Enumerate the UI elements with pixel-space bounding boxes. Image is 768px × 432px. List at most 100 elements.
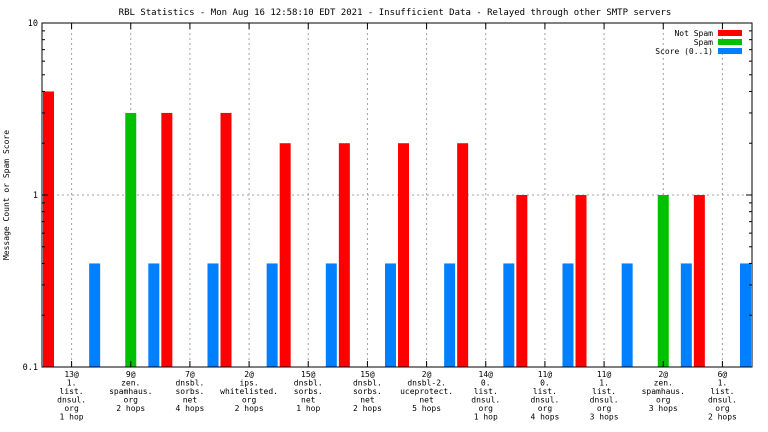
bar-score-0-1 [207,263,219,367]
x-category-label: ips. [239,379,258,388]
x-category-label: org [242,396,257,405]
bar-score-0-1 [562,263,574,367]
x-category-label: 2 hops [708,413,737,422]
x-category-label: 1. [599,379,609,388]
bar-score-0-1 [621,263,633,367]
x-category-label: 1 hop [474,413,498,422]
legend-label: Not Spam [674,29,713,38]
x-category-label: spamhaus. [109,387,152,396]
x-category-label: spamhaus. [642,387,685,396]
x-category-label: 2@ [422,370,432,379]
x-category-label: 1 hop [60,413,84,422]
x-category-label: org [64,404,79,413]
bar-spam [125,112,137,367]
y-tick-label: 10 [28,19,38,29]
bar-score-0-1 [384,263,396,367]
x-category-label: whitelisted. [220,387,278,396]
y-axis-ticks: 0.1 1 10 [23,19,752,373]
x-category-label: 1. [718,379,728,388]
x-category-label: list. [710,387,734,396]
x-category-label: 3 hops [590,413,619,422]
x-category-label: sorbs. [294,387,323,396]
bar-not-spam [279,143,291,367]
bar-not-spam [338,143,350,367]
bar-spam [657,195,669,367]
x-category-label: 6@ [718,370,728,379]
y-tick-label: 1 [33,191,38,201]
bar-not-spam [457,143,469,367]
legend-swatch [718,30,742,36]
bar-not-spam [693,195,705,367]
x-category-label: 15@ [301,370,316,379]
bar-not-spam [43,91,55,367]
x-category-label: org [656,396,671,405]
x-category-label: 0. [540,379,550,388]
x-category-label: list. [592,387,616,396]
x-category-label: net [360,396,375,405]
legend-label: Spam [694,38,713,47]
x-category-label: org [597,404,612,413]
x-category-label: 1. [67,379,77,388]
x-category-label: uceprotect. [400,387,453,396]
x-category-label: dnsul. [590,396,619,405]
x-category-label: 9@ [126,370,136,379]
y-axis-label: Message Count or Spam Score [2,130,11,260]
x-category-label: 15@ [360,370,375,379]
bar-score-0-1 [266,263,278,367]
x-category-label: net [301,396,316,405]
bar-score-0-1 [325,263,337,367]
bar-score-0-1 [444,263,456,367]
x-category-label: sorbs. [175,387,204,396]
x-category-label: list. [60,387,84,396]
x-category-label: dnsbl-2. [407,379,446,388]
x-category-label: dnsul. [57,396,86,405]
x-category-label: zen. [121,379,140,388]
x-category-label: net [419,396,434,405]
x-category-label: sorbs. [353,387,382,396]
bar-score-0-1 [89,263,101,367]
x-category-label: org [715,404,730,413]
chart-title: RBL Statistics - Mon Aug 16 12:58:10 EDT… [119,8,672,18]
bar-not-spam [575,195,587,367]
bar-not-spam [398,143,410,367]
x-category-label: 11@ [538,370,553,379]
y-tick-label: 0.1 [23,363,38,373]
bar-score-0-1 [739,263,751,367]
grid-lines [42,23,752,367]
x-category-label: zen. [654,379,673,388]
legend-swatch [718,48,742,54]
x-category-label: 4 hops [175,404,204,413]
bar-score-0-1 [503,263,515,367]
x-category-label: dnsul. [530,396,559,405]
x-category-label: list. [474,387,498,396]
legend-label: Score (0..1) [655,47,713,56]
x-category-label: 7@ [185,370,195,379]
bar-score-0-1 [680,263,692,367]
x-category-label: dnsbl. [294,379,323,388]
x-category-label: 11@ [597,370,612,379]
x-category-label: org [479,404,494,413]
x-category-label: 1 hop [296,404,320,413]
x-category-label: org [538,404,553,413]
x-category-label: 13@ [64,370,79,379]
x-category-label: 14@ [479,370,494,379]
x-category-label: 5 hops [412,404,441,413]
bar-not-spam [220,112,232,367]
x-category-label: 0. [481,379,491,388]
x-category-label: 2@ [658,370,668,379]
bars [43,91,751,367]
bar-not-spam [516,195,528,367]
bar-not-spam [161,112,173,367]
x-category-label: dnsbl. [353,379,382,388]
x-category-label: dnsul. [708,396,737,405]
x-category-label: dnsul. [471,396,500,405]
x-category-label: org [124,396,139,405]
x-category-label: list. [533,387,557,396]
bar-score-0-1 [148,263,160,367]
legend-swatch [718,39,742,45]
x-category-label: 2@ [244,370,254,379]
x-category-label: net [183,396,198,405]
